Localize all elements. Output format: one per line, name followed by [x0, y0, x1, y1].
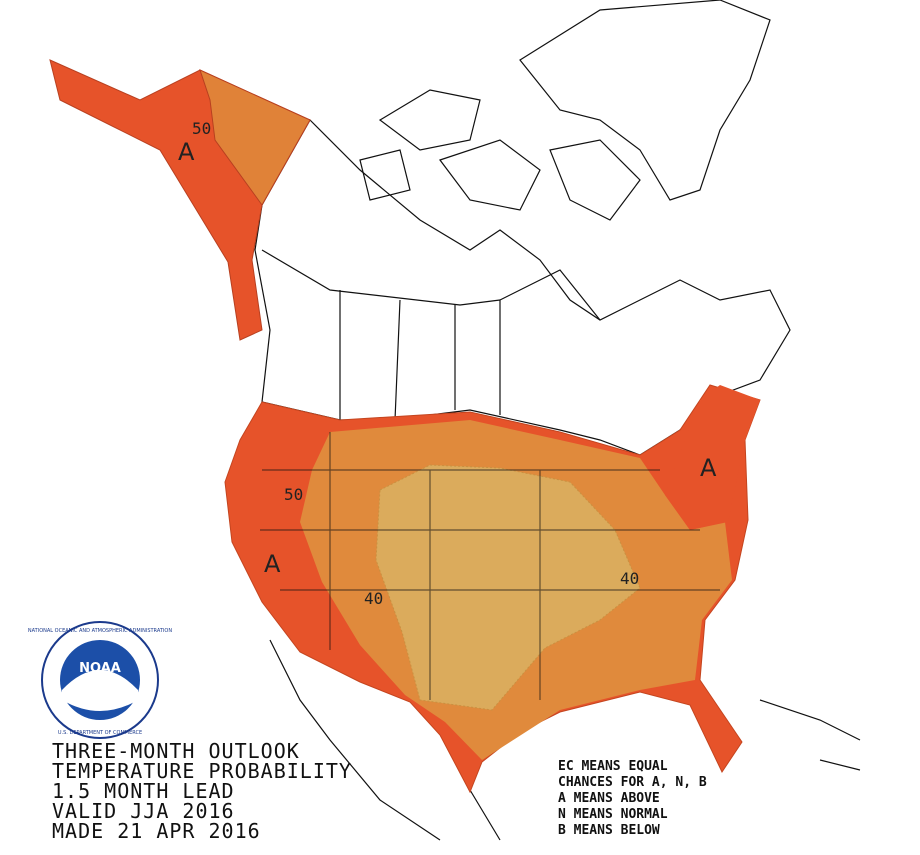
- legend-line: A MEANS ABOVE: [558, 791, 660, 806]
- title-block: THREE-MONTH OUTLOOK TEMPERATURE PROBABIL…: [52, 739, 352, 843]
- conus-40-zone: [375, 464, 641, 711]
- legend-block: EC MEANS EQUAL CHANCES FOR A, N, B A MEA…: [558, 759, 707, 838]
- logo-name: NOAA: [79, 661, 121, 676]
- legend-line: EC MEANS EQUAL: [558, 759, 668, 774]
- legend-line: B MEANS BELOW: [558, 823, 660, 838]
- contour-label: 50: [192, 119, 211, 138]
- category-label: A: [264, 550, 281, 578]
- contour-label: 50: [284, 485, 303, 504]
- title-line: 1.5 MONTH LEAD: [52, 779, 235, 803]
- greenland: [519, 0, 771, 201]
- title-line: TEMPERATURE PROBABILITY: [52, 759, 352, 783]
- contour-label: 40: [364, 589, 383, 608]
- contour-label: 40: [620, 569, 639, 588]
- probability-shading: [49, 59, 761, 794]
- category-label: A: [178, 138, 195, 166]
- title-line: VALID JJA 2016: [52, 799, 235, 823]
- state-lines: [260, 432, 720, 700]
- logo-top-text: NATIONAL OCEANIC AND ATMOSPHERIC ADMINIS…: [28, 628, 172, 634]
- category-label: A: [700, 454, 717, 482]
- legend-line: N MEANS NORMAL: [558, 807, 668, 822]
- legend-line: CHANCES FOR A, N, B: [558, 775, 707, 790]
- province-lines: [261, 249, 601, 421]
- contour-labels: 50 A 50 A 40 40 A: [178, 119, 717, 608]
- logo-gull: [62, 670, 138, 711]
- northeast-above-zone: [665, 385, 760, 530]
- logo-bottom-text: U.S. DEPARTMENT OF COMMERCE: [58, 730, 142, 736]
- title-line: MADE 21 APR 2016: [52, 819, 261, 843]
- noaa-logo: NOAA NATIONAL OCEANIC AND ATMOSPHERIC AD…: [28, 621, 172, 739]
- alaska-50-zone: [199, 69, 311, 206]
- mexico-caribbean: [269, 639, 861, 841]
- arctic-islands: [359, 89, 641, 221]
- title-line: THREE-MONTH OUTLOOK: [52, 739, 300, 763]
